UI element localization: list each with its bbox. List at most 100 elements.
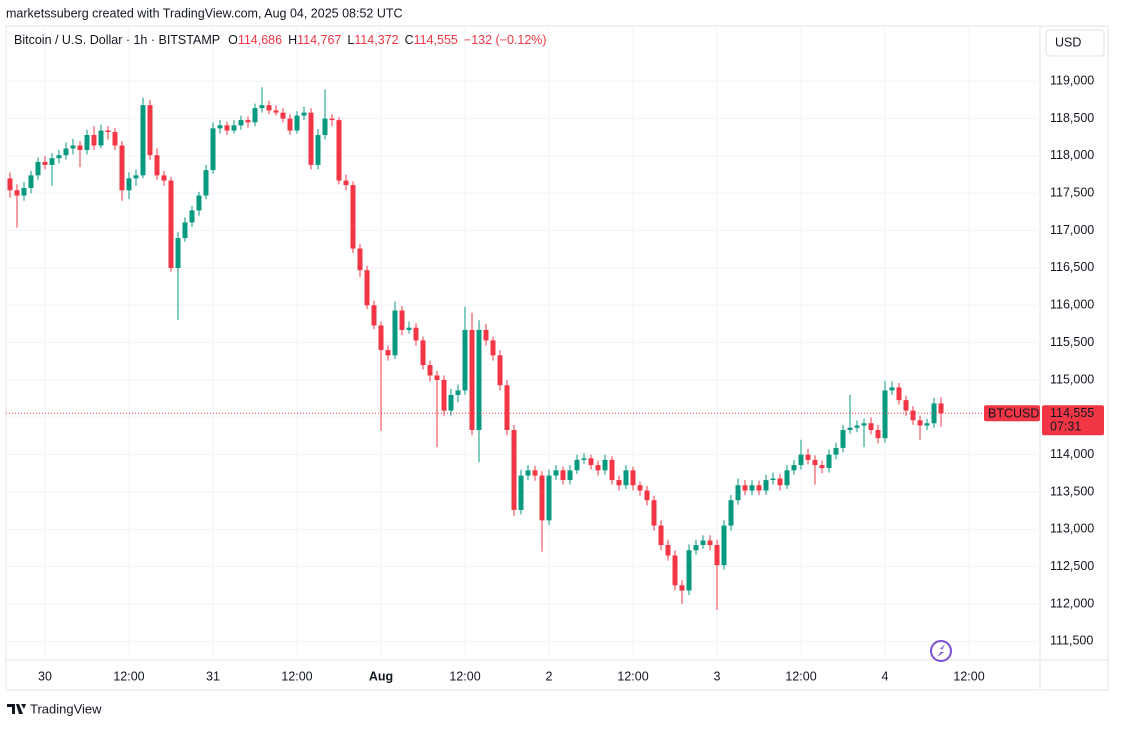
candle-body	[7, 178, 13, 191]
candle-body	[476, 329, 482, 430]
candle-body	[469, 329, 475, 430]
candle-body	[357, 248, 363, 271]
candle-body	[98, 130, 104, 146]
y-tick-label: 118,000	[1050, 148, 1094, 162]
candle-body	[392, 310, 398, 356]
candle-body	[791, 465, 797, 471]
credit: marketssuberg created with TradingView.c…	[6, 6, 403, 20]
candle-body	[784, 470, 790, 486]
candle-body	[560, 470, 566, 481]
y-tick-label: 118,500	[1050, 111, 1094, 125]
candle-body	[308, 112, 314, 165]
legend-key: L	[347, 33, 354, 47]
candle-body	[434, 375, 440, 380]
y-tick-label: 115,500	[1050, 335, 1094, 349]
candle-body	[175, 238, 181, 268]
candle-body	[497, 355, 503, 386]
candle-body	[70, 145, 76, 149]
candle-body	[728, 500, 734, 526]
logo-mark	[7, 704, 26, 714]
candle-body	[504, 385, 510, 430]
candle-body	[616, 480, 622, 486]
candle-body	[84, 135, 90, 150]
x-tick-label: 12:00	[785, 669, 816, 683]
candle-body	[679, 585, 685, 591]
legend-value: 114,686	[238, 33, 282, 47]
candle-body	[672, 555, 678, 586]
candle-body	[707, 540, 713, 545]
y-tick-label: 117,000	[1050, 223, 1094, 237]
candle-body	[581, 458, 587, 460]
candle-body	[546, 475, 552, 521]
y-tick-label: 116,500	[1050, 260, 1094, 274]
candle-body	[427, 365, 433, 376]
x-tick-label: 31	[206, 669, 220, 683]
candle-body	[252, 108, 258, 123]
candle-body	[168, 180, 174, 268]
candle-body	[294, 115, 300, 131]
candle-body	[413, 327, 419, 341]
candle-body	[231, 125, 237, 131]
symbol-tag	[984, 405, 1040, 422]
candle-body	[532, 470, 538, 476]
candle-body	[693, 544, 699, 551]
candle-body	[336, 120, 342, 181]
candle-body	[448, 394, 454, 411]
legend-value: 114,555	[414, 33, 458, 47]
candle-body	[721, 525, 727, 566]
currency[interactable]: USD	[1055, 35, 1081, 49]
candle-body	[938, 403, 944, 414]
candle-body	[770, 478, 776, 481]
candle-body	[91, 135, 97, 146]
legend-value: 114,767	[297, 33, 341, 47]
candle-body	[462, 329, 468, 391]
candle-body	[889, 387, 895, 391]
candle-body	[483, 329, 489, 341]
countdown: 07:31	[1050, 419, 1081, 433]
icon-bolt[interactable]	[937, 644, 945, 657]
candle-body	[406, 327, 412, 330]
candle-body	[665, 544, 671, 556]
candle-body	[910, 410, 916, 421]
candle-body	[574, 459, 580, 471]
candle-body	[441, 379, 447, 411]
y-tick-label: 115,000	[1050, 372, 1094, 386]
y-tick-label: 112,500	[1050, 559, 1094, 573]
candle-body	[105, 130, 111, 133]
candle-body	[364, 270, 370, 306]
candle-body	[63, 148, 69, 156]
assistant-icon[interactable]	[930, 640, 952, 662]
x-tick-label: 3	[714, 669, 721, 683]
candle-body	[42, 161, 48, 165]
icon-ring[interactable]	[930, 640, 952, 662]
x-tick-label: 12:00	[953, 669, 984, 683]
candle-body	[861, 423, 867, 426]
candle-body	[840, 429, 846, 448]
candle-body	[637, 485, 643, 491]
price-tag-label: 114,555	[1050, 406, 1094, 420]
candle-body	[623, 470, 629, 486]
candle-body	[196, 195, 202, 211]
candle-body	[287, 118, 293, 131]
candle-body	[203, 170, 209, 196]
chart-legend: Bitcoin / U.S. Dollar · 1h · BITSTAMP O11…	[14, 33, 547, 47]
x-tick-label: 30	[38, 669, 52, 683]
candle-body	[700, 540, 706, 545]
price-tag	[1042, 405, 1104, 436]
currency-button[interactable]	[1045, 29, 1105, 57]
candle-body	[259, 105, 265, 109]
candles	[7, 87, 944, 610]
candle-body	[686, 550, 692, 591]
legend-value: 114,372	[354, 33, 398, 47]
y-tick-label: 111,500	[1050, 634, 1093, 648]
candle-body	[539, 475, 545, 521]
x-tick-label: Aug	[369, 669, 393, 683]
y-tick-label: 114,000	[1050, 447, 1094, 461]
brand-name: TradingView	[30, 701, 102, 716]
candle-body	[350, 185, 356, 249]
candle-body	[644, 490, 650, 501]
candle-body	[553, 470, 559, 476]
candle-body	[518, 475, 524, 510]
brand-logo	[7, 704, 26, 714]
candle-body	[924, 423, 930, 426]
